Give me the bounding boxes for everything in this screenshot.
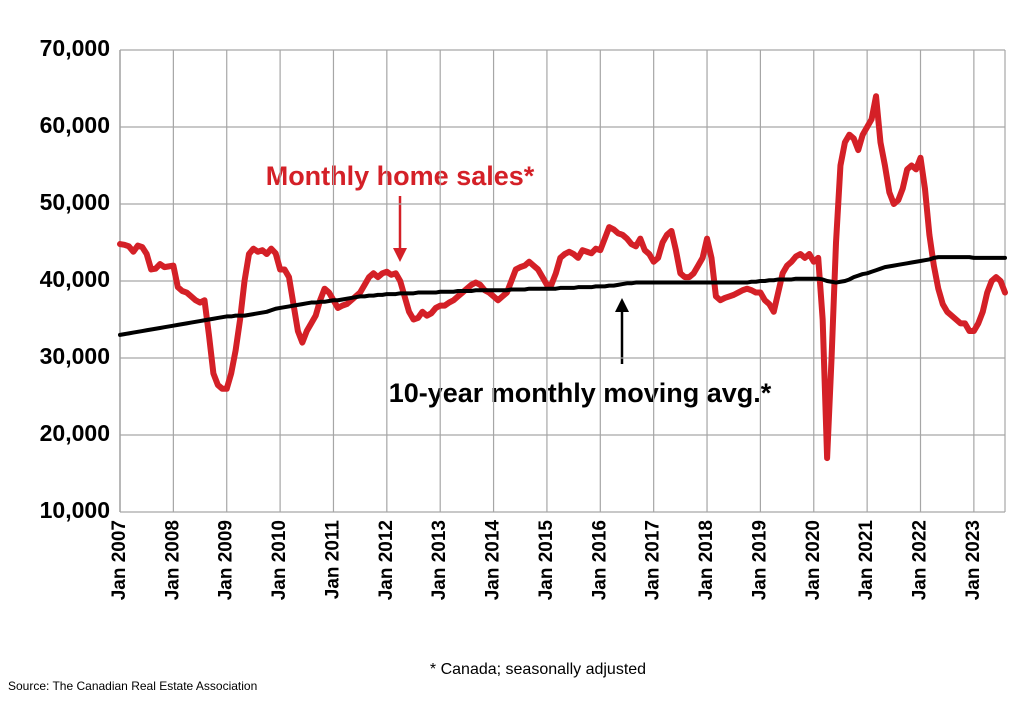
arrow-head [615, 298, 629, 312]
x-tick-label: Jan 2019 [749, 520, 770, 600]
x-tick-label: Jan 2023 [963, 520, 984, 600]
x-tick-label: Jan 2021 [856, 520, 877, 601]
x-tick-label: Jan 2020 [803, 520, 824, 600]
source: Source: The Canadian Real Estate Associa… [8, 679, 257, 693]
footnote: * Canada; seasonally adjusted [430, 661, 646, 678]
x-tick-label: Jan 2009 [216, 520, 237, 600]
arrow-head [393, 248, 407, 262]
y-tick-label: 20,000 [40, 420, 110, 446]
x-tick-label: Jan 2022 [910, 520, 931, 600]
x-tick-label: Jan 2015 [536, 520, 557, 601]
x-tick-label: Jan 2013 [429, 520, 450, 600]
y-tick-label: 70,000 [40, 35, 110, 61]
x-tick-label: Jan 2016 [589, 520, 610, 600]
annotation: Monthly home sales* [266, 161, 535, 191]
y-tick-label: 40,000 [40, 266, 110, 292]
x-tick-label: Jan 2008 [162, 520, 183, 600]
x-tick-label: Jan 2011 [322, 520, 343, 600]
y-tick-label: 30,000 [40, 343, 110, 369]
x-tick-label: Jan 2014 [483, 520, 504, 601]
x-tick-label: Jan 2017 [643, 520, 664, 600]
x-tick-label: Jan 2010 [269, 520, 290, 600]
x-tick-label: Jan 2018 [696, 520, 717, 600]
x-tick-label: Jan 2012 [376, 520, 397, 600]
x-tick-label: Jan 2007 [109, 520, 130, 600]
y-tick-label: 10,000 [40, 497, 110, 523]
y-tick-label: 60,000 [40, 112, 110, 138]
y-tick-label: 50,000 [40, 189, 110, 215]
series-line [117, 93, 1008, 462]
series-line [118, 255, 1007, 337]
annotation: 10-year monthly moving avg.* [389, 378, 772, 408]
